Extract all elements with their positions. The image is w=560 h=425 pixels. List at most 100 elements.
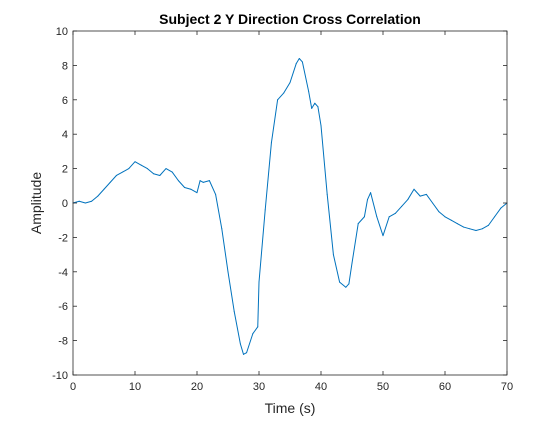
y-tick-label: 8 <box>62 60 68 72</box>
data-point <box>389 216 390 217</box>
data-point <box>215 194 216 195</box>
data-point <box>432 203 433 204</box>
data-point <box>153 173 154 174</box>
y-tick-label: -2 <box>58 232 68 244</box>
data-point <box>128 168 129 169</box>
data-point <box>246 352 247 353</box>
y-tick-label: -4 <box>58 267 68 279</box>
data-point <box>383 235 384 236</box>
data-point <box>259 282 260 283</box>
data-point <box>178 180 179 181</box>
data-point <box>370 192 371 193</box>
data-point <box>252 333 253 334</box>
data-point <box>184 187 185 188</box>
x-tick-label: 70 <box>501 381 513 393</box>
x-tick-label: 50 <box>377 381 389 393</box>
data-point <box>203 182 204 183</box>
data-point <box>190 189 191 190</box>
y-tick-label: -6 <box>58 301 68 313</box>
data-point <box>407 199 408 200</box>
y-tick-label: -8 <box>58 336 68 348</box>
data-point <box>97 196 98 197</box>
data-point <box>302 61 303 62</box>
y-tick-label: 4 <box>62 129 68 141</box>
data-point <box>200 180 201 181</box>
data-point <box>299 58 300 59</box>
data-point <box>317 106 318 107</box>
data-point <box>401 206 402 207</box>
data-point <box>339 282 340 283</box>
data-point <box>426 194 427 195</box>
y-tick-label: 10 <box>56 26 68 38</box>
y-tick-label: -10 <box>52 370 68 382</box>
y-tick-label: 2 <box>62 164 68 176</box>
data-point <box>308 91 309 92</box>
data-point <box>257 326 258 327</box>
data-point <box>110 182 111 183</box>
data-point <box>451 220 452 221</box>
data-point <box>482 228 483 229</box>
data-point <box>197 192 198 193</box>
x-tick-label: 30 <box>253 381 265 393</box>
data-point <box>221 228 222 229</box>
y-tick-label: 0 <box>62 198 68 210</box>
data-point <box>172 172 173 173</box>
data-point <box>135 161 136 162</box>
x-tick-label: 0 <box>70 381 76 393</box>
data-point <box>333 254 334 255</box>
data-point <box>311 108 312 109</box>
data-point <box>85 203 86 204</box>
x-axis-label: Time (s) <box>265 400 316 416</box>
data-point <box>296 63 297 64</box>
data-point <box>209 180 210 181</box>
data-point <box>364 216 365 217</box>
y-axis-label: Amplitude <box>28 172 44 234</box>
x-tick-label: 20 <box>191 381 203 393</box>
data-point <box>348 283 349 284</box>
data-point <box>277 99 278 100</box>
y-tick-label: 6 <box>62 95 68 107</box>
data-point <box>420 196 421 197</box>
data-point <box>234 311 235 312</box>
data-point <box>463 227 464 228</box>
data-point <box>488 225 489 226</box>
data-point <box>438 211 439 212</box>
data-point <box>376 216 377 217</box>
data-point <box>159 175 160 176</box>
data-point <box>367 199 368 200</box>
data-point <box>265 209 266 210</box>
data-point <box>500 208 501 209</box>
data-point <box>243 354 244 355</box>
x-tick-label: 10 <box>129 381 141 393</box>
data-point <box>476 230 477 231</box>
data-point <box>352 263 353 264</box>
data-point <box>141 165 142 166</box>
data-point <box>116 175 117 176</box>
data-point <box>166 168 167 169</box>
data-point <box>445 216 446 217</box>
data-point <box>228 271 229 272</box>
data-point <box>271 142 272 143</box>
data-point <box>457 223 458 224</box>
data-point <box>327 194 328 195</box>
data-point <box>345 287 346 288</box>
x-tick-label: 40 <box>315 381 327 393</box>
data-point <box>122 172 123 173</box>
data-point <box>104 189 105 190</box>
data-point <box>79 201 80 202</box>
data-point <box>414 189 415 190</box>
data-point <box>494 216 495 217</box>
data-point <box>283 92 284 93</box>
data-point <box>290 82 291 83</box>
data-point <box>321 125 322 126</box>
x-tick-label: 60 <box>439 381 451 393</box>
data-point <box>147 168 148 169</box>
chart-title: Subject 2 Y Direction Cross Correlation <box>159 11 421 27</box>
data-point <box>358 223 359 224</box>
data-point <box>91 201 92 202</box>
data-point <box>469 228 470 229</box>
data-point <box>395 213 396 214</box>
data-point <box>314 103 315 104</box>
